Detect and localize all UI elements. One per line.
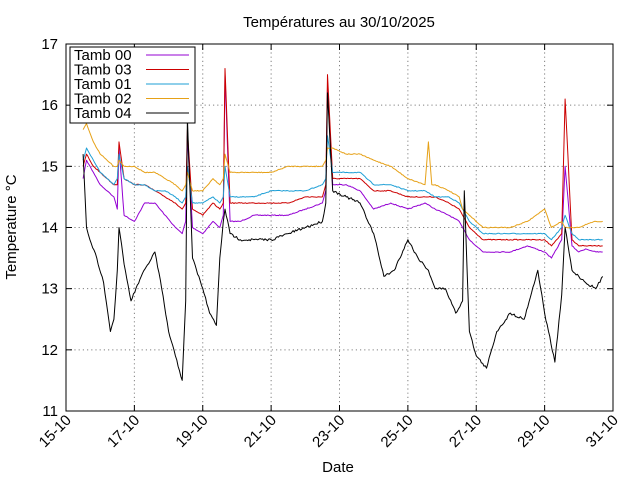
- legend-box: [69, 46, 196, 124]
- y-axis-title: Temperature °C: [3, 174, 20, 279]
- y-axis: 11 12 13 14 15 16 17: [41, 36, 613, 420]
- legend-label: Tamb 01: [74, 76, 132, 93]
- series-line-tamb-01: [82, 135, 603, 241]
- x-tick-label: 25-10: [378, 412, 417, 451]
- legend-label: Tamb 04: [74, 105, 132, 122]
- x-tick-label: 27-10: [446, 412, 485, 451]
- legend-label: Tamb 03: [74, 62, 132, 79]
- y-tick-label: 16: [41, 97, 58, 114]
- x-tick-label: 31-10: [583, 412, 622, 451]
- x-tick-label: 23-10: [309, 412, 348, 451]
- y-tick-label: 15: [41, 158, 58, 175]
- legend-label: Tamb 00: [74, 47, 132, 64]
- x-tick-label: 17-10: [104, 412, 143, 451]
- y-tick-label: 12: [41, 342, 58, 359]
- series-line-tamb-00: [82, 74, 603, 259]
- legend-label: Tamb 02: [74, 91, 132, 108]
- x-tick-label: 19-10: [172, 412, 211, 451]
- series-line-tamb-04: [82, 92, 604, 381]
- x-tick-label: 21-10: [241, 412, 280, 451]
- y-tick-label: 17: [41, 36, 58, 53]
- y-tick-label: 11: [42, 403, 58, 420]
- chart-title: Températures au 30/10/2025: [243, 14, 435, 31]
- y-tick-label: 14: [41, 220, 58, 237]
- x-tick-label: 29-10: [514, 412, 553, 451]
- series-line-tamb-03: [82, 68, 603, 247]
- y-tick-label: 13: [41, 281, 58, 298]
- series-line-tamb-02: [82, 123, 603, 229]
- series-layer: [82, 68, 604, 381]
- x-axis-title: Date: [322, 459, 354, 476]
- grid: [66, 44, 613, 411]
